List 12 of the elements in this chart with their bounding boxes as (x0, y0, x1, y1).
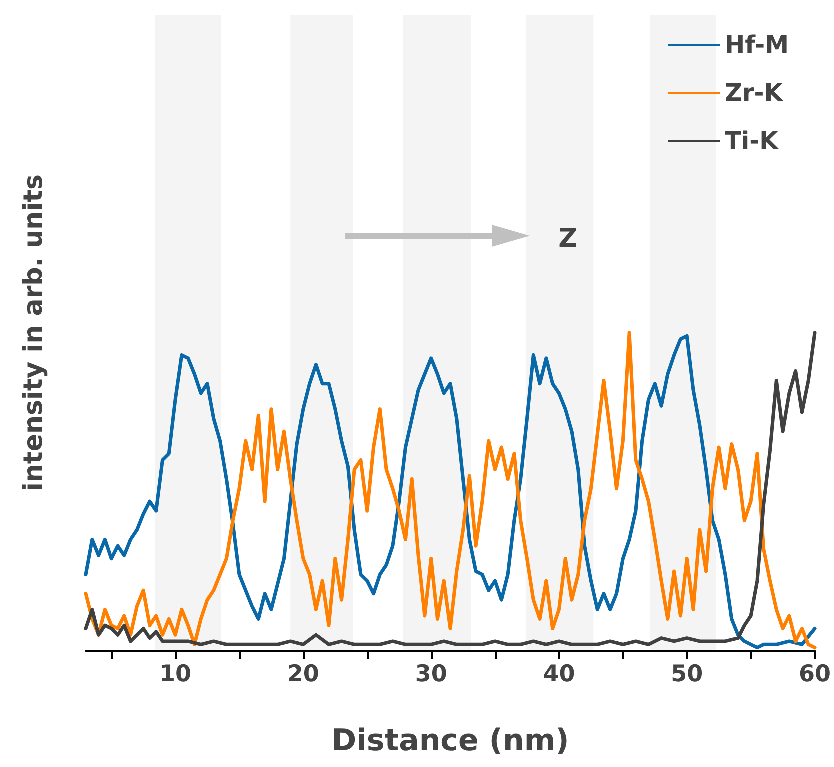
x-tick-label: 30 (415, 662, 448, 688)
text: Z (558, 224, 578, 254)
x-tick-label: 10 (160, 662, 192, 688)
y-axis-title: intensity in arb. units (19, 174, 49, 492)
x-tick-label: 60 (798, 662, 832, 688)
legend-label: Zr-K (725, 79, 784, 107)
x-tick-label: 40 (543, 662, 576, 688)
x-axis-title: Distance (nm) (332, 724, 570, 758)
legend-label: Ti-K (725, 127, 780, 155)
x-tick-label: 20 (287, 662, 320, 688)
x-tick-label: 50 (671, 662, 704, 688)
legend-label: Hf-M (725, 31, 790, 59)
